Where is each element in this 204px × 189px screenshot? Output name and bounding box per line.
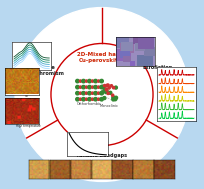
Circle shape [88,91,91,95]
Circle shape [11,4,193,185]
Text: Monoclinic: Monoclinic [100,104,119,108]
Circle shape [103,97,106,100]
Circle shape [114,86,117,89]
Circle shape [94,79,97,83]
Circle shape [82,79,85,83]
Circle shape [15,8,189,181]
Circle shape [88,98,91,101]
Circle shape [114,98,117,101]
Circle shape [98,98,100,100]
Circle shape [88,79,91,83]
Circle shape [91,92,94,94]
Circle shape [105,88,108,90]
Circle shape [104,84,106,87]
Circle shape [85,98,88,100]
Circle shape [94,91,97,95]
Text: Reversible
Thermochromism: Reversible Thermochromism [16,65,65,76]
Circle shape [91,80,94,82]
Circle shape [101,91,104,94]
Circle shape [94,85,97,89]
Circle shape [88,85,91,89]
Circle shape [112,94,114,96]
Circle shape [91,86,94,88]
Text: Exfoliation: Exfoliation [143,65,173,70]
Circle shape [105,89,108,91]
Text: Orthorhombic: Orthorhombic [77,102,102,106]
Circle shape [85,80,88,82]
Circle shape [79,98,82,100]
Circle shape [15,8,189,181]
Circle shape [79,92,82,94]
Text: Cooling  ↕  Heating: Cooling ↕ Heating [26,85,30,112]
Text: Tunable bandgaps: Tunable bandgaps [76,153,128,158]
Circle shape [91,98,94,100]
Circle shape [82,91,85,95]
Circle shape [85,92,88,94]
Text: 2D-Mixed halide
Cu-perovskites: 2D-Mixed halide Cu-perovskites [77,52,127,64]
Circle shape [98,80,100,82]
Text: High temperature: High temperature [16,124,41,128]
Circle shape [105,90,108,93]
Circle shape [76,85,79,89]
Circle shape [79,86,82,88]
Circle shape [109,91,112,94]
Circle shape [100,85,103,89]
Circle shape [100,91,103,95]
Circle shape [112,98,115,101]
Circle shape [94,98,97,101]
Circle shape [112,96,115,99]
Circle shape [82,98,85,101]
Text: Room temperature: Room temperature [15,67,41,71]
Circle shape [79,80,82,82]
Circle shape [108,87,110,89]
Circle shape [112,87,115,89]
Circle shape [76,91,79,95]
Circle shape [107,92,109,94]
Circle shape [100,98,103,101]
Circle shape [105,91,108,94]
Circle shape [100,79,103,83]
Circle shape [98,86,100,88]
Circle shape [114,96,118,99]
Circle shape [8,0,196,189]
Circle shape [82,85,85,89]
Circle shape [110,85,113,87]
Circle shape [106,84,108,87]
Circle shape [107,84,109,86]
Circle shape [103,88,106,91]
Circle shape [76,79,79,83]
Circle shape [98,92,100,94]
Circle shape [76,98,79,101]
Circle shape [101,85,104,88]
Circle shape [85,86,88,88]
